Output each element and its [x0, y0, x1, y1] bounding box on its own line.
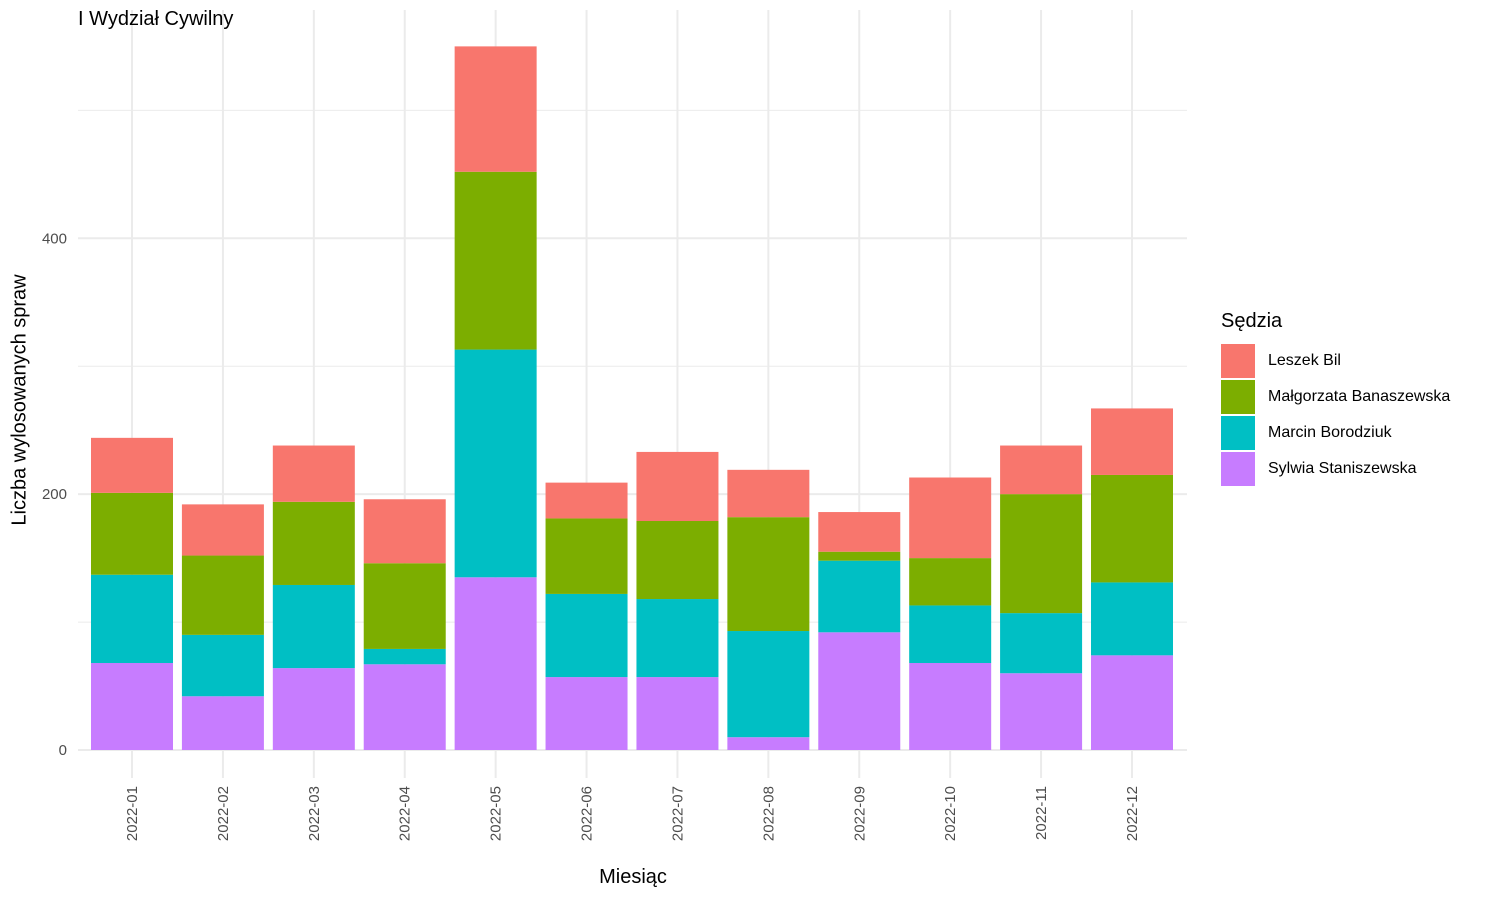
bar-2022-10-ma-gorzata-banaszewska [909, 558, 992, 606]
bar-2022-08-ma-gorzata-banaszewska [727, 517, 810, 632]
legend-key [1221, 416, 1255, 450]
bar-2022-02-ma-gorzata-banaszewska [181, 555, 264, 635]
bar-2022-12-sylwia-staniszewska [1091, 655, 1173, 750]
x-tick-label: 2022-05 [488, 786, 505, 841]
bar-2022-07-sylwia-staniszewska [636, 677, 719, 750]
bar-2022-10-leszek-bil [909, 477, 992, 559]
bar-2022-02-marcin-borodziuk [181, 634, 264, 697]
bar-2022-04-ma-gorzata-banaszewska [363, 563, 446, 649]
bar-2022-07-marcin-borodziuk [636, 599, 719, 678]
x-tick-label: 2022-02 [215, 786, 232, 841]
bar-2022-03-marcin-borodziuk [272, 584, 355, 669]
bar-2022-02-sylwia-staniszewska [181, 696, 264, 750]
legend-key [1221, 452, 1255, 486]
legend-key [1221, 344, 1255, 378]
legend-key [1221, 380, 1255, 414]
legend: Sędzia Leszek Bil Małgorzata Banaszewska… [1221, 310, 1450, 487]
bar-2022-03-sylwia-staniszewska [272, 668, 355, 750]
bar-2022-09-ma-gorzata-banaszewska [818, 551, 901, 561]
bar-2022-04-sylwia-staniszewska [363, 664, 446, 750]
bar-2022-11-ma-gorzata-banaszewska [1000, 494, 1083, 614]
x-tick-label: 2022-06 [579, 786, 596, 841]
bar-2022-07-leszek-bil [636, 451, 719, 522]
bar-2022-06-leszek-bil [545, 482, 628, 519]
bar-2022-05-marcin-borodziuk [454, 349, 537, 578]
y-tick-label: 200 [42, 486, 67, 503]
bar-2022-04-leszek-bil [363, 499, 446, 564]
bar-2022-01-sylwia-staniszewska [91, 663, 173, 750]
legend-label: Leszek Bil [1268, 352, 1341, 369]
legend-label: Małgorzata Banaszewska [1268, 388, 1451, 405]
bar-2022-08-sylwia-staniszewska [727, 737, 810, 750]
y-axis-label: Liczba wylosowanych spraw [8, 274, 31, 526]
bar-2022-07-ma-gorzata-banaszewska [636, 521, 719, 600]
bar-2022-01-marcin-borodziuk [91, 574, 173, 664]
x-axis-label: Miesiąc [599, 866, 667, 888]
bar-2022-08-marcin-borodziuk [727, 631, 810, 738]
bar-2022-06-ma-gorzata-banaszewska [545, 518, 628, 594]
legend-item-malgorzata-banaszewska: Małgorzata Banaszewska [1221, 379, 1450, 415]
bar-2022-03-ma-gorzata-banaszewska [272, 501, 355, 585]
bar-2022-12-marcin-borodziuk [1091, 582, 1173, 656]
y-tick-label: 400 [42, 230, 67, 247]
chart-title: I Wydział Cywilny [78, 8, 234, 30]
x-tick-label: 2022-11 [1033, 786, 1050, 840]
legend-item-sylwia-staniszewska: Sylwia Staniszewska [1221, 451, 1450, 487]
x-tick-label: 2022-12 [1124, 786, 1141, 841]
x-tick-label: 2022-04 [397, 786, 414, 841]
x-tick-label: 2022-01 [124, 786, 141, 841]
bar-2022-01-leszek-bil [91, 437, 173, 493]
legend-label: Marcin Borodziuk [1268, 424, 1392, 441]
legend-title: Sędzia [1221, 310, 1283, 332]
bar-2022-04-marcin-borodziuk [363, 648, 446, 665]
legend-item-marcin-borodziuk: Marcin Borodziuk [1221, 415, 1450, 451]
bar-2022-12-leszek-bil [1091, 408, 1173, 475]
legend-label: Sylwia Staniszewska [1268, 460, 1417, 477]
bar-2022-11-marcin-borodziuk [1000, 613, 1083, 674]
bar-2022-10-sylwia-staniszewska [909, 663, 992, 750]
bar-2022-02-leszek-bil [181, 504, 264, 556]
x-tick-label: 2022-03 [306, 786, 323, 841]
bar-2022-11-sylwia-staniszewska [1000, 673, 1083, 750]
bar-2022-03-leszek-bil [272, 445, 355, 502]
legend-item-leszek-bil: Leszek Bil [1221, 343, 1450, 379]
bar-2022-09-marcin-borodziuk [818, 560, 901, 633]
bar-2022-11-leszek-bil [1000, 445, 1083, 495]
bar-2022-05-leszek-bil [454, 46, 537, 172]
bar-2022-12-ma-gorzata-banaszewska [1091, 474, 1173, 583]
bar-2022-01-ma-gorzata-banaszewska [91, 492, 173, 575]
bar-2022-09-sylwia-staniszewska [818, 632, 901, 750]
bar-2022-08-leszek-bil [727, 469, 810, 518]
x-tick-label: 2022-07 [669, 786, 686, 841]
x-tick-label: 2022-09 [851, 786, 868, 841]
bar-2022-05-ma-gorzata-banaszewska [454, 171, 537, 350]
bar-2022-09-leszek-bil [818, 512, 901, 552]
x-tick-label: 2022-08 [760, 786, 777, 841]
x-tick-label: 2022-10 [942, 786, 959, 841]
bar-2022-10-marcin-borodziuk [909, 605, 992, 664]
bar-2022-05-sylwia-staniszewska [454, 577, 537, 750]
bar-2022-06-sylwia-staniszewska [545, 677, 628, 750]
y-tick-label: 0 [59, 742, 67, 759]
bar-2022-06-marcin-borodziuk [545, 593, 628, 678]
